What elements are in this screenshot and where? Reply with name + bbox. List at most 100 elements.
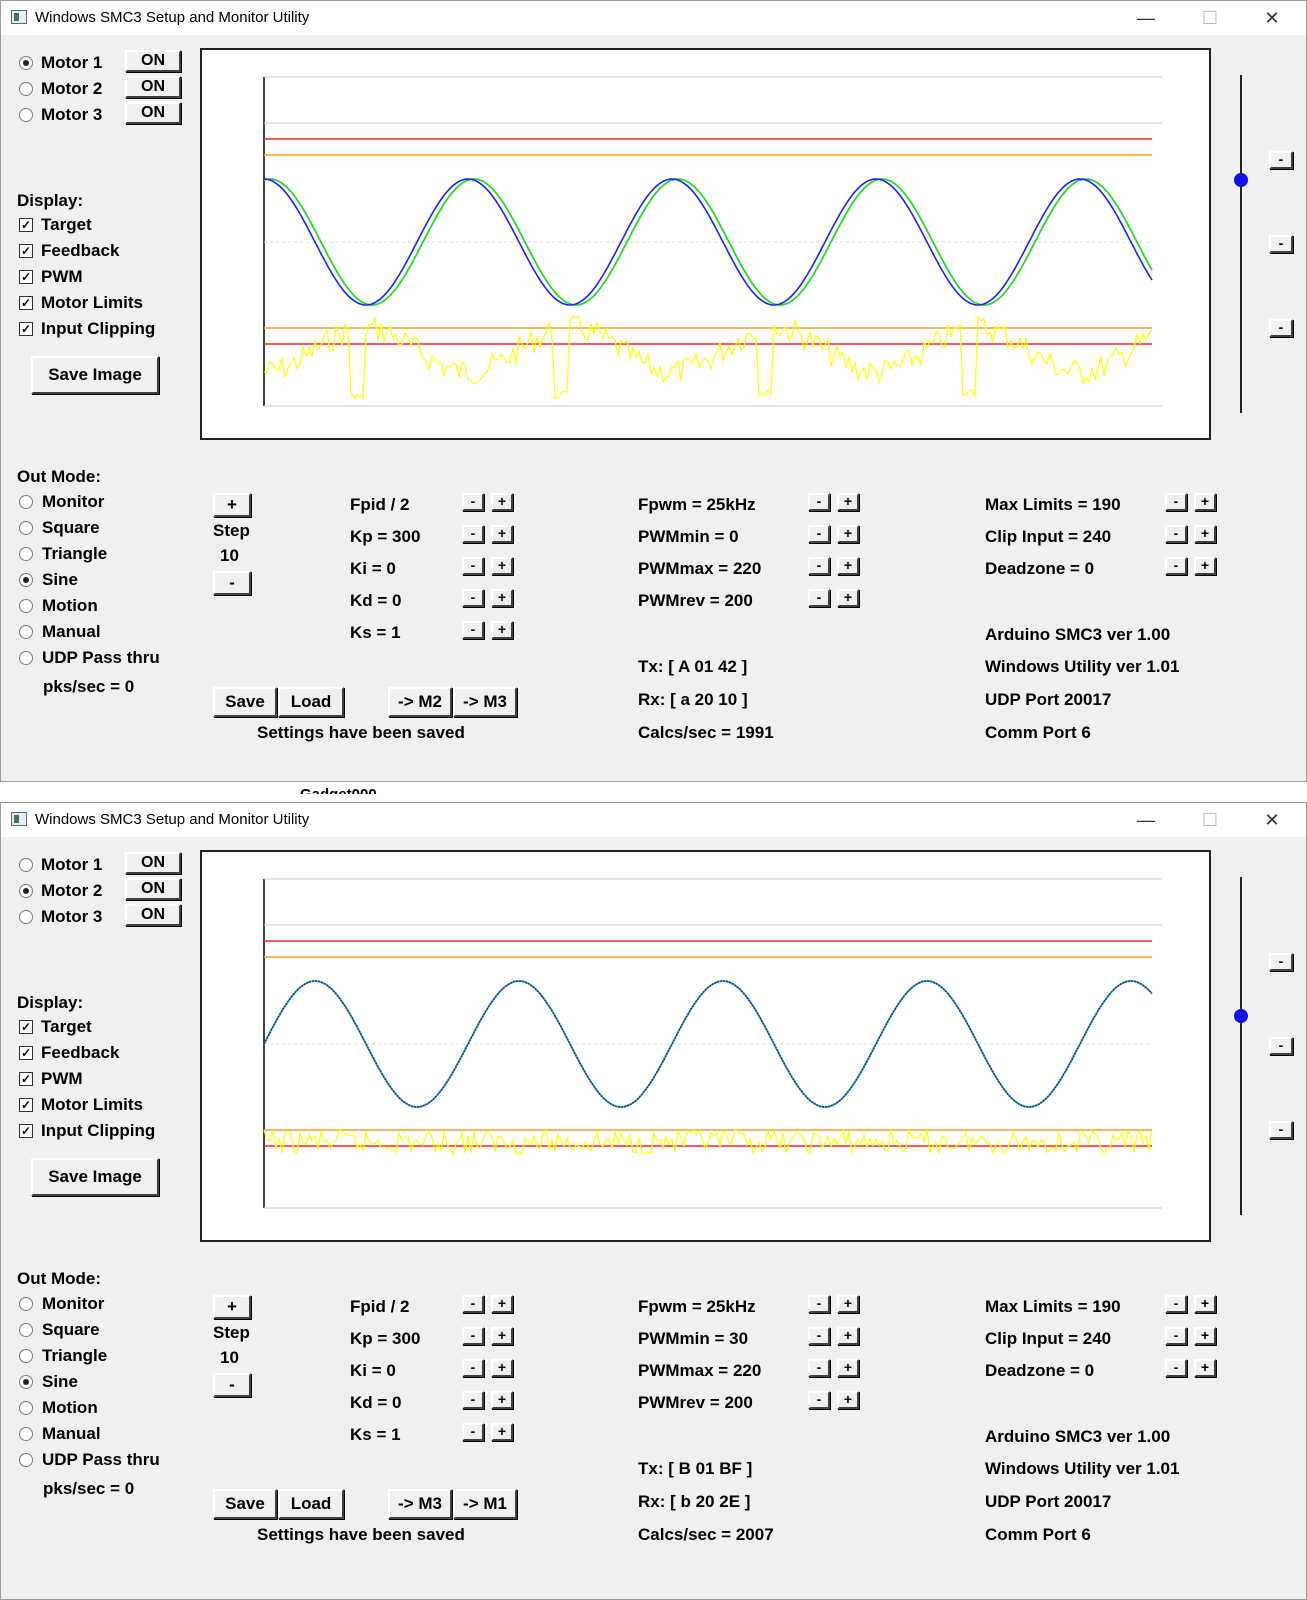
minimize-icon[interactable]: —	[1137, 8, 1155, 28]
zoom-button-3[interactable]: -	[1269, 319, 1293, 337]
copy-to-motor-a-button[interactable]: -> M3	[388, 1489, 452, 1519]
maximize-icon[interactable]: ☐	[1201, 8, 1219, 28]
zoom-button-3[interactable]: -	[1269, 1121, 1293, 1139]
zoom-button-2[interactable]: -	[1269, 1037, 1293, 1055]
kd-plus-button[interactable]: +	[491, 589, 513, 607]
input-clipping-checkbox[interactable]: ✓	[19, 1124, 33, 1138]
motor-1-on-button[interactable]: ON	[125, 852, 181, 874]
pwm-rev-plus-button[interactable]: +	[837, 1391, 859, 1409]
save-settings-button[interactable]: Save	[213, 1489, 277, 1519]
mode-manual-radio[interactable]	[19, 625, 33, 639]
deadzone-plus-button[interactable]: +	[1194, 1359, 1216, 1377]
mode-sine-radio[interactable]	[19, 1375, 33, 1389]
ki-plus-button[interactable]: +	[491, 557, 513, 575]
load-settings-button[interactable]: Load	[278, 687, 344, 717]
fpwm-minus-button[interactable]: -	[808, 493, 830, 511]
ki-minus-button[interactable]: -	[462, 557, 484, 575]
motor-3-on-button[interactable]: ON	[125, 904, 181, 926]
fpwm-plus-button[interactable]: +	[837, 1295, 859, 1313]
gain-slider-knob[interactable]	[1234, 1008, 1248, 1023]
ks-plus-button[interactable]: +	[491, 621, 513, 639]
fpid-minus-button[interactable]: -	[462, 1295, 484, 1313]
max-limits-plus-button[interactable]: +	[1194, 1295, 1216, 1313]
kp-plus-button[interactable]: +	[491, 525, 513, 543]
zoom-button-1[interactable]: -	[1269, 151, 1293, 169]
target-checkbox[interactable]: ✓	[19, 1020, 33, 1034]
load-settings-button[interactable]: Load	[278, 1489, 344, 1519]
kd-minus-button[interactable]: -	[462, 589, 484, 607]
pwm-min-plus-button[interactable]: +	[837, 1327, 859, 1345]
motor-2-on-button[interactable]: ON	[125, 878, 181, 900]
copy-to-motor-a-button[interactable]: -> M2	[388, 687, 452, 717]
zoom-button-2[interactable]: -	[1269, 235, 1293, 253]
ki-minus-button[interactable]: -	[462, 1359, 484, 1377]
pwm-rev-minus-button[interactable]: -	[808, 1391, 830, 1409]
max-limits-minus-button[interactable]: -	[1165, 1295, 1187, 1313]
kp-minus-button[interactable]: -	[462, 1327, 484, 1345]
max-limits-minus-button[interactable]: -	[1165, 493, 1187, 511]
mode-triangle-radio[interactable]	[19, 547, 33, 561]
gain-slider-track[interactable]	[1240, 75, 1242, 413]
mode-manual-radio[interactable]	[19, 1427, 33, 1441]
save-settings-button[interactable]: Save	[213, 687, 277, 717]
ks-plus-button[interactable]: +	[491, 1423, 513, 1441]
copy-to-motor-b-button[interactable]: -> M3	[453, 687, 517, 717]
title-bar[interactable]: Windows SMC3 Setup and Monitor Utility —…	[1, 803, 1306, 837]
zoom-button-1[interactable]: -	[1269, 953, 1293, 971]
motor-limits-checkbox[interactable]: ✓	[19, 1098, 33, 1112]
step-plus-button[interactable]: +	[213, 493, 251, 517]
pwm-checkbox[interactable]: ✓	[19, 1072, 33, 1086]
pwm-min-plus-button[interactable]: +	[837, 525, 859, 543]
pwm-max-minus-button[interactable]: -	[808, 1359, 830, 1377]
pwm-min-minus-button[interactable]: -	[808, 525, 830, 543]
minimize-icon[interactable]: —	[1137, 810, 1155, 830]
motor-2-radio[interactable]	[19, 884, 33, 898]
motor-3-on-button[interactable]: ON	[125, 102, 181, 124]
motor-1-on-button[interactable]: ON	[125, 50, 181, 72]
mode-udp-radio[interactable]	[19, 1453, 33, 1467]
mode-motion-radio[interactable]	[19, 599, 33, 613]
save-image-button[interactable]: Save Image	[31, 1158, 159, 1196]
mode-square-radio[interactable]	[19, 1323, 33, 1337]
clip-input-minus-button[interactable]: -	[1165, 525, 1187, 543]
target-checkbox[interactable]: ✓	[19, 218, 33, 232]
pwm-checkbox[interactable]: ✓	[19, 270, 33, 284]
mode-monitor-radio[interactable]	[19, 495, 33, 509]
mode-udp-radio[interactable]	[19, 651, 33, 665]
fpid-plus-button[interactable]: +	[491, 1295, 513, 1313]
mode-motion-radio[interactable]	[19, 1401, 33, 1415]
save-image-button[interactable]: Save Image	[31, 356, 159, 394]
deadzone-minus-button[interactable]: -	[1165, 557, 1187, 575]
deadzone-minus-button[interactable]: -	[1165, 1359, 1187, 1377]
kp-plus-button[interactable]: +	[491, 1327, 513, 1345]
pwm-min-minus-button[interactable]: -	[808, 1327, 830, 1345]
feedback-checkbox[interactable]: ✓	[19, 244, 33, 258]
pwm-max-plus-button[interactable]: +	[837, 1359, 859, 1377]
fpid-minus-button[interactable]: -	[462, 493, 484, 511]
motor-3-radio[interactable]	[19, 910, 33, 924]
mode-square-radio[interactable]	[19, 521, 33, 535]
gain-slider-knob[interactable]	[1234, 172, 1248, 187]
mode-sine-radio[interactable]	[19, 573, 33, 587]
fpwm-minus-button[interactable]: -	[808, 1295, 830, 1313]
motor-2-radio[interactable]	[19, 82, 33, 96]
pwm-max-plus-button[interactable]: +	[837, 557, 859, 575]
mode-monitor-radio[interactable]	[19, 1297, 33, 1311]
clip-input-minus-button[interactable]: -	[1165, 1327, 1187, 1345]
fpwm-plus-button[interactable]: +	[837, 493, 859, 511]
deadzone-plus-button[interactable]: +	[1194, 557, 1216, 575]
title-bar[interactable]: Windows SMC3 Setup and Monitor Utility —…	[1, 1, 1306, 35]
max-limits-plus-button[interactable]: +	[1194, 493, 1216, 511]
fpid-plus-button[interactable]: +	[491, 493, 513, 511]
kd-minus-button[interactable]: -	[462, 1391, 484, 1409]
ks-minus-button[interactable]: -	[462, 621, 484, 639]
input-clipping-checkbox[interactable]: ✓	[19, 322, 33, 336]
motor-2-on-button[interactable]: ON	[125, 76, 181, 98]
ki-plus-button[interactable]: +	[491, 1359, 513, 1377]
pwm-rev-minus-button[interactable]: -	[808, 589, 830, 607]
clip-input-plus-button[interactable]: +	[1194, 525, 1216, 543]
motor-3-radio[interactable]	[19, 108, 33, 122]
step-plus-button[interactable]: +	[213, 1295, 251, 1319]
step-minus-button[interactable]: -	[213, 571, 251, 595]
gain-slider-track[interactable]	[1240, 877, 1242, 1215]
